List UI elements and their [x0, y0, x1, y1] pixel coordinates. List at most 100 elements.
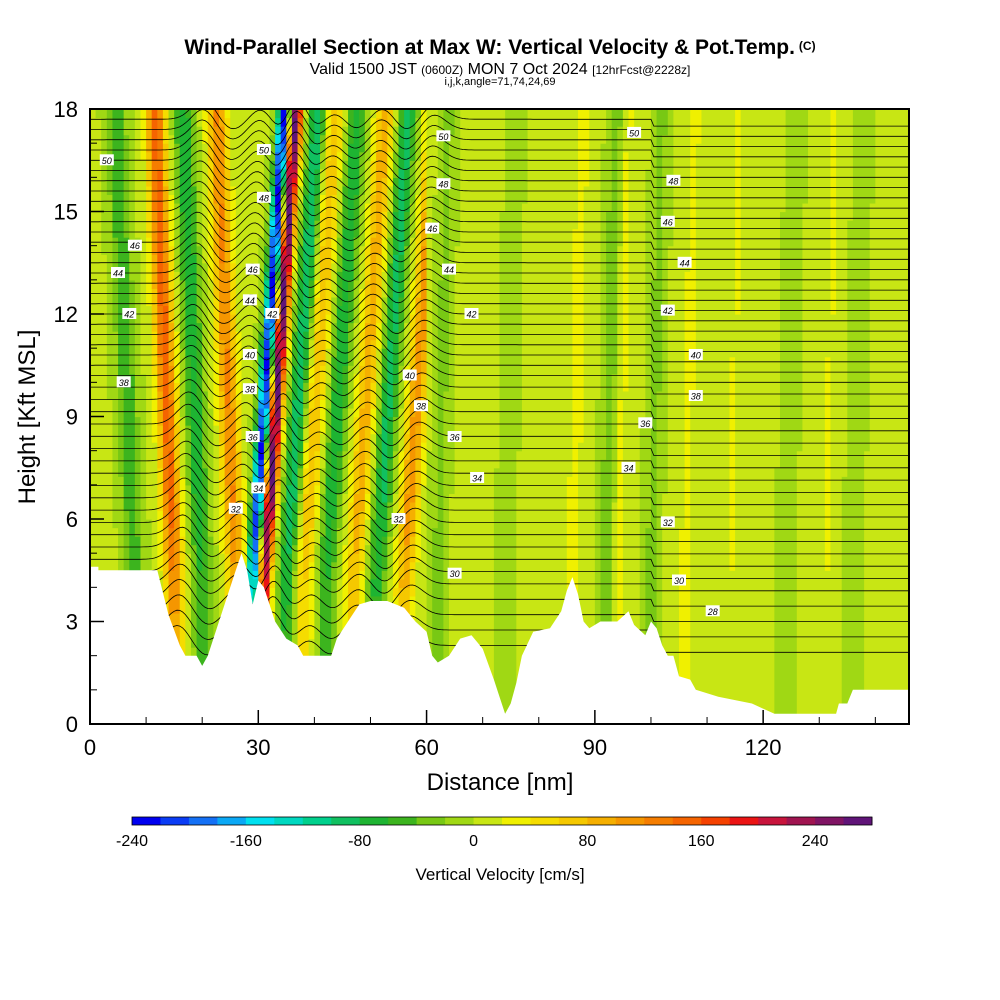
colorbar-tick-label: -160: [230, 833, 262, 850]
velocity-cell: [196, 109, 203, 127]
velocity-cell: [824, 356, 832, 571]
velocity-cell: [392, 109, 400, 127]
velocity-cell: [286, 254, 293, 264]
velocity-cell: [398, 484, 405, 520]
velocity-cell: [286, 416, 293, 452]
velocity-cell: [381, 109, 388, 178]
velocity-cell: [202, 109, 209, 144]
velocity-cell: [230, 501, 237, 563]
velocity-cell: [875, 109, 882, 724]
velocity-cell: [263, 425, 271, 435]
velocity-cell: [673, 109, 680, 724]
velocity-cell: [286, 356, 293, 375]
velocity-cell: [449, 134, 456, 494]
velocity-cell: [258, 305, 265, 332]
velocity-cell: [308, 279, 315, 307]
velocity-cell: [269, 220, 276, 230]
velocity-cell: [263, 322, 271, 341]
velocity-cell: [269, 433, 276, 443]
velocity-cell: [258, 365, 265, 375]
velocity-cell: [252, 578, 259, 588]
velocity-cell: [258, 519, 265, 529]
velocity-cell: [359, 245, 366, 289]
velocity-cell: [280, 185, 287, 196]
theta-contour: [90, 303, 909, 334]
velocity-cell: [364, 245, 372, 281]
velocity-cell: [606, 211, 613, 724]
velocity-cell: [129, 109, 136, 281]
velocity-cell: [336, 271, 344, 307]
velocity-cell: [757, 109, 764, 724]
colorbar-swatch: [359, 817, 389, 825]
velocity-cell: [168, 399, 175, 452]
velocity-cell: [319, 134, 327, 153]
velocity-cell: [471, 109, 478, 724]
colorbar-swatch: [302, 817, 332, 825]
velocity-cell: [409, 279, 416, 315]
velocity-cell: [252, 407, 259, 426]
colorbar-tick-label: 240: [802, 833, 829, 850]
velocity-cell: [768, 109, 775, 724]
velocity-cell: [190, 109, 198, 187]
velocity-cell: [258, 459, 265, 477]
velocity-cell: [297, 117, 304, 127]
x-tick-label: 0: [84, 735, 96, 760]
velocity-cell: [230, 356, 237, 409]
velocity-cell: [617, 245, 624, 401]
velocity-cell: [157, 305, 164, 358]
velocity-cell: [179, 279, 186, 349]
contour-label: 44: [442, 263, 456, 275]
velocity-cell: [263, 356, 271, 375]
velocity-cell: [190, 493, 198, 546]
velocity-cell: [600, 109, 607, 144]
velocity-cell: [639, 425, 646, 724]
velocity-cell: [258, 561, 265, 571]
velocity-cell: [263, 271, 271, 281]
velocity-cell: [286, 279, 293, 289]
velocity-cell: [325, 160, 332, 281]
velocity-cell: [179, 416, 186, 477]
colorbar-swatch: [160, 817, 190, 825]
theta-contour: [90, 314, 909, 345]
velocity-cell: [331, 561, 338, 657]
velocity-cell: [168, 322, 175, 366]
theta-contour: [90, 324, 909, 355]
svg-text:32: 32: [393, 515, 403, 525]
velocity-cell: [381, 237, 388, 272]
svg-text:46: 46: [248, 265, 258, 275]
velocity-cell: [230, 185, 237, 264]
velocity-cell: [387, 109, 394, 127]
theta-contour: [90, 273, 909, 304]
velocity-cell: [286, 185, 293, 204]
velocity-cell: [157, 168, 164, 307]
contour-label: 40: [688, 349, 703, 361]
velocity-cell: [589, 109, 596, 724]
theta-contour: [90, 201, 909, 232]
colorbar-swatch: [587, 817, 617, 825]
velocity-cell: [370, 493, 377, 520]
velocity-cell: [376, 109, 383, 119]
y-tick-label: 12: [54, 302, 78, 327]
contour-label: 28: [705, 605, 720, 617]
velocity-cell: [392, 382, 400, 418]
velocity-cell: [314, 220, 321, 238]
velocity-cell: [600, 459, 607, 724]
velocity-cell: [275, 168, 282, 187]
velocity-cell: [291, 331, 299, 366]
velocity-cell: [701, 109, 708, 724]
velocity-cell: [325, 109, 332, 136]
velocity-cell: [297, 536, 304, 563]
velocity-cell: [656, 109, 663, 392]
velocity-cell: [679, 527, 686, 724]
velocity-cell: [213, 126, 220, 204]
contour-label: 36: [638, 417, 653, 429]
theta-contour: [90, 180, 909, 212]
velocity-cell: [157, 109, 164, 119]
velocity-cell: [409, 348, 416, 375]
velocity-cell: [269, 271, 276, 298]
velocity-cell: [387, 126, 394, 153]
velocity-cell: [387, 296, 394, 341]
velocity-cell: [303, 331, 310, 366]
colorbar-swatch: [331, 817, 361, 825]
velocity-cell: [280, 220, 287, 230]
